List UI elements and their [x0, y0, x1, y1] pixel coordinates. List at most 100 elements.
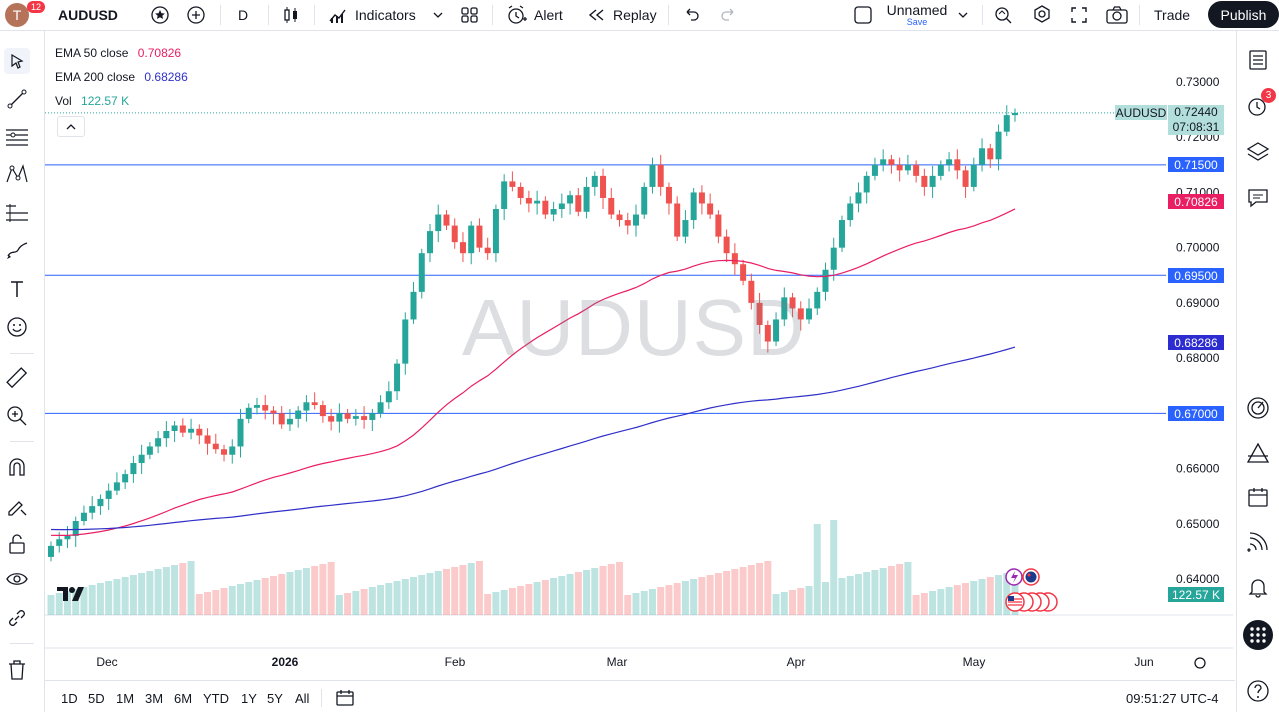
settings-gear-icon[interactable]: [1031, 0, 1053, 30]
volume-legend-label: Vol: [55, 94, 72, 108]
apps-grid-icon[interactable]: [1243, 620, 1273, 650]
symbol-search[interactable]: AUDUSD: [58, 7, 118, 23]
layout-dropdown-chevron-icon[interactable]: [957, 0, 969, 30]
volume-bar: [821, 582, 829, 615]
quick-search-icon[interactable]: [992, 0, 1014, 30]
range-1m[interactable]: 1M: [116, 691, 135, 706]
replay-button[interactable]: Replay: [587, 0, 657, 30]
trash-icon[interactable]: [4, 657, 30, 683]
candle-body: [641, 186, 648, 215]
ema200-legend-label: EMA 200 close: [55, 70, 136, 84]
text-tool-icon[interactable]: [4, 276, 30, 302]
fib-retracement-icon[interactable]: [4, 200, 30, 226]
candle-body: [896, 164, 903, 171]
range-all[interactable]: All: [295, 691, 310, 706]
volume-bar: [756, 563, 764, 615]
lock-icon[interactable]: [4, 531, 30, 557]
horizontal-lines-icon[interactable]: [4, 124, 30, 150]
notifications-bell-icon[interactable]: [1245, 574, 1271, 600]
layout-checkbox-icon[interactable]: [853, 0, 873, 30]
ema50-legend[interactable]: EMA 50 close 0.70826: [55, 46, 181, 60]
time-axis-label: Jun: [1134, 655, 1153, 669]
emoji-icon[interactable]: [4, 314, 30, 340]
volume-legend[interactable]: Vol 122.57 K: [55, 94, 129, 108]
compare-add-icon[interactable]: [186, 0, 206, 30]
magnet-icon[interactable]: [4, 455, 30, 481]
trade-button[interactable]: Trade: [1154, 7, 1191, 23]
candle-body: [995, 131, 1002, 160]
volume-bar: [237, 584, 245, 615]
candles-chart-type-icon[interactable]: [282, 0, 300, 30]
interval-button[interactable]: D: [238, 7, 249, 23]
link-icon[interactable]: [4, 605, 30, 631]
collapse-legend-chevron-up-icon[interactable]: [57, 116, 85, 137]
layout-name[interactable]: Unnamed Save: [886, 2, 948, 27]
trend-line-icon[interactable]: [4, 86, 30, 112]
range-5y[interactable]: 5Y: [267, 691, 283, 706]
snapshot-camera-icon[interactable]: [1105, 0, 1129, 30]
ruler-measure-icon[interactable]: [4, 365, 30, 391]
fullscreen-icon[interactable]: [1069, 0, 1089, 30]
range-1d[interactable]: 1D: [61, 691, 78, 706]
dividends-event-icon[interactable]: [1004, 567, 1050, 592]
brush-tool-icon[interactable]: [4, 238, 30, 264]
candle-body: [838, 220, 845, 248]
symbol-price-label: AUDUSD: [1115, 105, 1167, 120]
candle-body: [575, 195, 582, 212]
pattern-tool-icon[interactable]: [4, 162, 30, 188]
range-6m[interactable]: 6M: [174, 691, 193, 706]
layouts-grid-icon[interactable]: [460, 0, 480, 30]
candle-body: [435, 214, 442, 232]
zoom-in-icon[interactable]: [4, 403, 30, 429]
undo-icon[interactable]: [682, 0, 700, 30]
toolbar-divider: [10, 441, 34, 442]
volume-bar: [129, 575, 137, 615]
range-3m[interactable]: 3M: [145, 691, 164, 706]
user-avatar[interactable]: T 12: [5, 1, 46, 27]
candle-body: [492, 209, 499, 254]
alerts-clock-icon[interactable]: 3: [1245, 88, 1276, 119]
goto-date-calendar-icon[interactable]: [335, 688, 355, 713]
publish-button[interactable]: Publish: [1208, 1, 1279, 28]
volume-bar: [96, 583, 104, 615]
range-ytd[interactable]: YTD: [203, 691, 229, 706]
technicals-gauge-icon[interactable]: [1245, 395, 1271, 421]
volume-bar: [171, 565, 179, 615]
watchlist-icon[interactable]: [1245, 47, 1271, 73]
volume-bar: [508, 588, 516, 615]
help-question-icon[interactable]: [1245, 678, 1271, 704]
candle-body: [245, 407, 252, 419]
redo-icon[interactable]: [720, 0, 738, 30]
object-tree-layers-icon[interactable]: [1245, 139, 1271, 165]
ideas-triangle-icon[interactable]: [1245, 440, 1271, 466]
chat-bubble-icon[interactable]: [1245, 185, 1271, 211]
clock-timezone[interactable]: 09:51:27 UTC-4: [1126, 691, 1219, 706]
volume-bar: [690, 579, 698, 615]
axis-settings-gear-icon[interactable]: [1194, 657, 1206, 669]
streams-broadcast-icon[interactable]: [1245, 529, 1271, 555]
stay-in-drawing-mode-icon[interactable]: [4, 493, 30, 519]
ema200-legend[interactable]: EMA 200 close 0.68286: [55, 70, 188, 84]
eye-visibility-icon[interactable]: [4, 566, 30, 592]
economic-events-us-flag-icon[interactable]: [1004, 591, 1060, 618]
ema50-price-tag: 0.70826: [1168, 194, 1224, 209]
range-1y[interactable]: 1Y: [241, 691, 257, 706]
volume-bar: [138, 573, 146, 615]
volume-bar: [220, 588, 228, 615]
candle-body: [583, 186, 590, 212]
volume-bar: [945, 587, 953, 615]
volume-bar: [550, 578, 558, 615]
calendar-icon[interactable]: [1245, 484, 1271, 510]
alarm-clock-icon: [508, 5, 527, 24]
indicators-button[interactable]: Indicators: [328, 0, 416, 30]
range-5d[interactable]: 5D: [88, 691, 105, 706]
symbol-info-icon[interactable]: [150, 0, 170, 30]
candle-body: [830, 247, 837, 270]
alert-button[interactable]: Alert: [506, 0, 563, 30]
volume-bar: [764, 561, 772, 615]
volume-bar: [278, 574, 286, 615]
volume-bar: [599, 566, 607, 615]
indicators-dropdown-chevron-icon[interactable]: [432, 0, 444, 30]
volume-bar: [673, 583, 681, 615]
cursor-arrow-icon[interactable]: [4, 48, 30, 74]
